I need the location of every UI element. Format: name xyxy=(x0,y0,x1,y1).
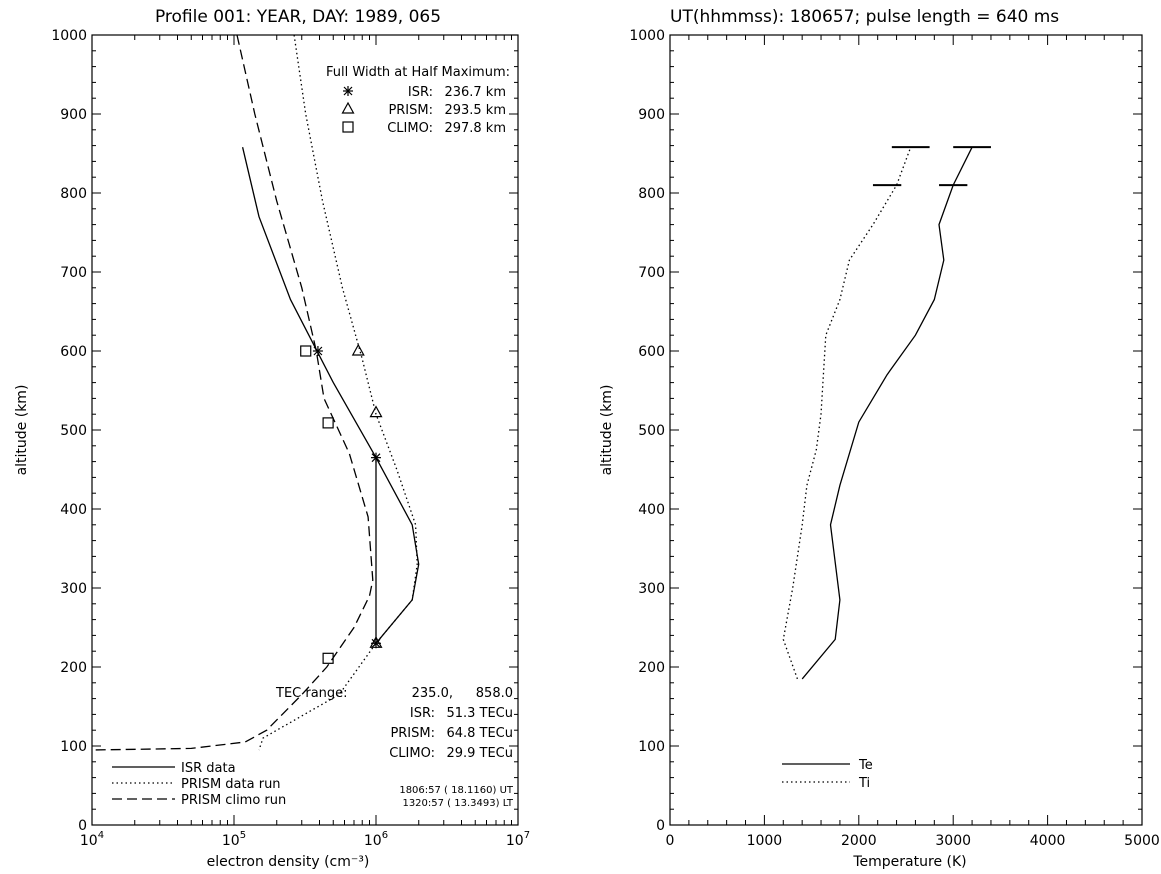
temperature-x-axis-label: Temperature (K) xyxy=(852,854,966,870)
density-legend: ISR data PRISM data run PRISM climo run xyxy=(112,761,286,808)
temperature-x-tick-label: 4000 xyxy=(1030,833,1066,849)
temperature-x-tick-label: 5000 xyxy=(1124,833,1160,849)
triangle-symbol-icon xyxy=(341,101,355,114)
temperature-x-tick-label: 1000 xyxy=(747,833,783,849)
temperature-series-line-0 xyxy=(801,146,973,680)
density-asterisk-marker-stroke xyxy=(313,346,323,356)
fwhm-prism-label: PRISM: xyxy=(388,103,433,118)
lt-time: 1320:57 ( 13.3493) LT xyxy=(402,798,513,809)
density-x-tick-label: 105 xyxy=(222,830,246,849)
temperature-y-tick-label: 600 xyxy=(638,344,665,360)
density-y-tick-label: 700 xyxy=(60,265,87,281)
fwhm-square-glyph xyxy=(342,121,354,133)
legend-label-ti: Ti xyxy=(858,776,870,791)
density-triangle-marker xyxy=(369,405,383,418)
tec-prism-label: PRISM: xyxy=(390,726,435,741)
legend-label-prism-data: PRISM data run xyxy=(181,777,281,792)
temperature-x-tick-label: 3000 xyxy=(935,833,971,849)
legend-label-prism-climo: PRISM climo run xyxy=(181,793,286,808)
density-y-tick-label: 1000 xyxy=(51,28,87,44)
legend-label-isr: ISR data xyxy=(181,761,236,776)
tec-range-low: 235.0, xyxy=(412,686,453,701)
temperature-x-tick-label: 0 xyxy=(666,833,675,849)
fwhm-isr-label: ISR: xyxy=(408,85,433,100)
temperature-y-tick-label: 800 xyxy=(638,186,665,202)
square-symbol-icon xyxy=(342,121,354,133)
density-series-line-1 xyxy=(258,34,418,751)
density-y-tick-label: 300 xyxy=(60,581,87,597)
fwhm-annotation: Full Width at Half Maximum: ISR: 236.7 k… xyxy=(326,65,510,136)
tec-prism-value: 64.8 TECu xyxy=(446,726,513,741)
temperature-y-tick-label: 100 xyxy=(638,739,665,755)
density-panel-title: Profile 001: YEAR, DAY: 1989, 065 xyxy=(155,7,441,27)
temperature-y-tick-label: 1000 xyxy=(629,28,665,44)
temperature-y-tick-label: 300 xyxy=(638,581,665,597)
tec-climo-value: 29.9 TECu xyxy=(446,746,513,761)
density-x-tick-label: 107 xyxy=(506,830,530,849)
fwhm-row-climo: CLIMO: 297.8 km xyxy=(342,121,506,136)
temperature-panel: UT(hhmmss): 180657; pulse length = 640 m… xyxy=(599,7,1160,870)
density-asterisk-marker-stroke xyxy=(371,638,381,648)
fwhm-asterisk-glyph xyxy=(343,86,353,96)
temperature-plot-frame xyxy=(669,34,1143,826)
density-y-tick-label: 500 xyxy=(60,423,87,439)
temperature-x-tick-label: 2000 xyxy=(841,833,877,849)
density-series-line-0 xyxy=(241,147,420,644)
tec-annotation: TEC range: 235.0, 858.0 ISR: 51.3 TECu P… xyxy=(275,686,513,761)
density-x-axis-label: electron density (cm⁻³) xyxy=(207,854,370,870)
density-y-tick-label: 800 xyxy=(60,186,87,202)
temperature-series-line-1 xyxy=(782,146,912,680)
fwhm-isr-value: 236.7 km xyxy=(444,85,506,100)
tec-climo-label: CLIMO: xyxy=(389,746,435,761)
density-square-marker xyxy=(300,345,312,357)
density-y-tick-label: 900 xyxy=(60,107,87,123)
density-triangle-marker xyxy=(369,636,383,648)
density-y-tick-label: 0 xyxy=(78,818,87,834)
fwhm-climo-label: CLIMO: xyxy=(387,121,433,136)
density-asterisk-marker xyxy=(371,452,381,463)
fwhm-prism-value: 293.5 km xyxy=(444,103,506,118)
temperature-y-tick-label: 700 xyxy=(638,265,665,281)
density-y-axis-label: altitude (km) xyxy=(14,385,30,476)
temperature-y-axis-label: altitude (km) xyxy=(599,385,615,476)
density-asterisk-marker xyxy=(312,346,323,356)
fwhm-row-prism: PRISM: 293.5 km xyxy=(341,101,506,118)
temperature-legend: Te Ti xyxy=(782,758,873,791)
density-y-tick-label: 600 xyxy=(60,344,87,360)
legend-label-te: Te xyxy=(858,758,873,773)
density-triangle-marker xyxy=(351,343,365,356)
density-y-tick-label: 200 xyxy=(60,660,87,676)
temperature-y-tick-label: 900 xyxy=(638,107,665,123)
tec-range-label: TEC range: xyxy=(275,686,348,701)
tec-isr-value: 51.3 TECu xyxy=(446,706,513,721)
tec-range-high: 858.0 xyxy=(476,686,513,701)
density-square-marker xyxy=(322,417,334,429)
density-y-tick-label: 100 xyxy=(60,739,87,755)
ut-time: 1806:57 ( 18.1160) UT xyxy=(399,785,514,796)
density-series-line-2 xyxy=(91,34,374,751)
fwhm-row-isr: ISR: 236.7 km xyxy=(343,85,506,100)
asterisk-symbol-icon xyxy=(343,86,353,96)
fwhm-asterisk-glyph-stroke xyxy=(343,86,353,96)
density-x-tick-label: 106 xyxy=(364,830,388,849)
density-panel: Profile 001: YEAR, DAY: 1989, 065 altitu… xyxy=(14,7,530,870)
fwhm-triangle-glyph xyxy=(341,101,355,114)
density-square-marker xyxy=(322,652,334,664)
tec-isr-label: ISR: xyxy=(410,706,435,721)
temperature-y-tick-label: 0 xyxy=(656,818,665,834)
temperature-y-tick-label: 400 xyxy=(638,502,665,518)
temperature-y-tick-label: 200 xyxy=(638,660,665,676)
fwhm-climo-value: 297.8 km xyxy=(444,121,506,136)
fwhm-heading: Full Width at Half Maximum: xyxy=(326,65,510,80)
density-asterisk-marker-stroke xyxy=(371,453,381,463)
density-y-tick-label: 400 xyxy=(60,502,87,518)
temperature-panel-title: UT(hhmmss): 180657; pulse length = 640 m… xyxy=(670,7,1059,27)
temperature-y-tick-label: 500 xyxy=(638,423,665,439)
density-x-tick-label: 104 xyxy=(80,830,104,849)
